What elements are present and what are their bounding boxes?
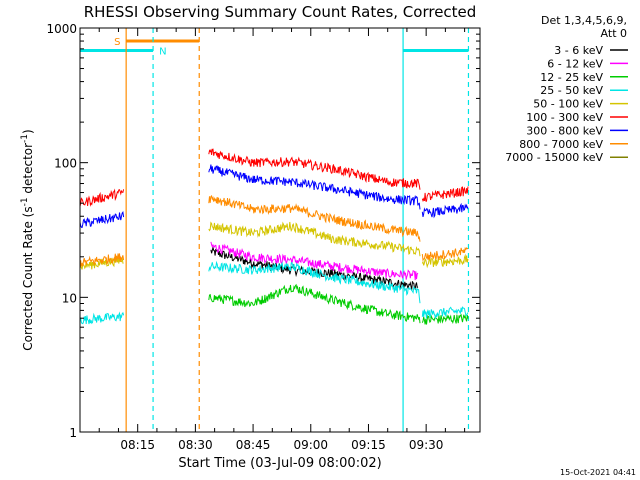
series-line <box>421 306 469 320</box>
series-layer <box>79 148 469 433</box>
legend-label: 12 - 25 keV <box>540 71 603 84</box>
x-tick-label: 09:15 <box>351 438 386 452</box>
plot-frame <box>79 27 481 433</box>
x-tick-label: 08:45 <box>236 438 271 452</box>
x-axis-label: Start Time (03-Jul-09 08:00:02) <box>178 456 381 471</box>
y-tick-label: 1 <box>69 426 77 440</box>
flags-layer: SN <box>80 37 469 58</box>
series-100-300kev <box>79 148 469 207</box>
legend-label: 300 - 800 keV <box>526 124 603 137</box>
series-line <box>210 241 419 281</box>
y-axis-label-mid: detector <box>21 143 35 198</box>
timestamp: 15-Oct-2021 04:41 <box>560 468 636 477</box>
series-line <box>208 221 421 257</box>
series-3-6kev <box>210 247 419 291</box>
flag-label: N <box>159 47 166 58</box>
y-axis-label-main: Corrected Count Rate (s <box>21 206 35 350</box>
series-line <box>421 313 469 325</box>
event-lines-layer <box>125 28 470 432</box>
x-tick-label: 09:30 <box>409 438 444 452</box>
series-line <box>208 148 421 190</box>
series-line <box>79 253 125 268</box>
axes-layer: 1 10 100 1000 08:15 08:30 08:45 09:00 09:15 09:30 <box>46 22 481 452</box>
series-6-12kev <box>210 241 419 281</box>
x-tick-label: 08:15 <box>120 438 155 452</box>
series-line <box>208 194 421 242</box>
y-axis-label-sup2: -1 <box>20 134 30 143</box>
series-300-800kev <box>79 164 469 228</box>
series-line <box>421 202 469 219</box>
y-axis-label-end: ) <box>21 129 35 134</box>
y-tick-label: 100 <box>54 157 77 171</box>
series-25-50kev <box>79 260 469 325</box>
series-line <box>208 283 421 324</box>
y-tick-label: 1000 <box>46 22 77 36</box>
y-tick-label: 10 <box>62 291 77 305</box>
series-line <box>421 186 469 203</box>
legend-label: 7000 - 15000 keV <box>505 151 603 164</box>
svg-text:Corrected Count Rate (s-1 dete: Corrected Count Rate (s-1 detector-1) <box>20 129 35 350</box>
x-tick-label: 08:30 <box>178 438 213 452</box>
y-axis-label-sup1: -1 <box>20 197 30 206</box>
legend-label: 3 - 6 keV <box>554 44 603 57</box>
series-line <box>79 188 125 207</box>
series-line <box>210 247 419 291</box>
series-line <box>79 210 125 228</box>
series-800-7000kev <box>79 194 469 268</box>
flag-label: S <box>114 37 120 48</box>
series-12-25kev <box>80 283 469 433</box>
x-tick-label: 09:00 <box>293 438 328 452</box>
legend-label: 25 - 50 keV <box>540 84 603 97</box>
chart-title: RHESSI Observing Summary Count Rates, Co… <box>84 3 477 21</box>
legend-label: 50 - 100 keV <box>533 98 603 111</box>
series-line <box>421 246 469 262</box>
legend-label: 6 - 12 keV <box>547 57 603 70</box>
series-line <box>208 260 421 304</box>
legend-label: 100 - 300 keV <box>526 111 603 124</box>
legend-header: Att 0 <box>601 27 627 40</box>
legend-header: Det 1,3,4,5,6,9, <box>541 14 627 27</box>
legend-label: 800 - 7000 keV <box>519 138 603 151</box>
y-axis-label: Corrected Count Rate (s-1 detector-1) <box>20 129 35 350</box>
series-line <box>79 311 125 325</box>
series-line <box>208 164 421 210</box>
